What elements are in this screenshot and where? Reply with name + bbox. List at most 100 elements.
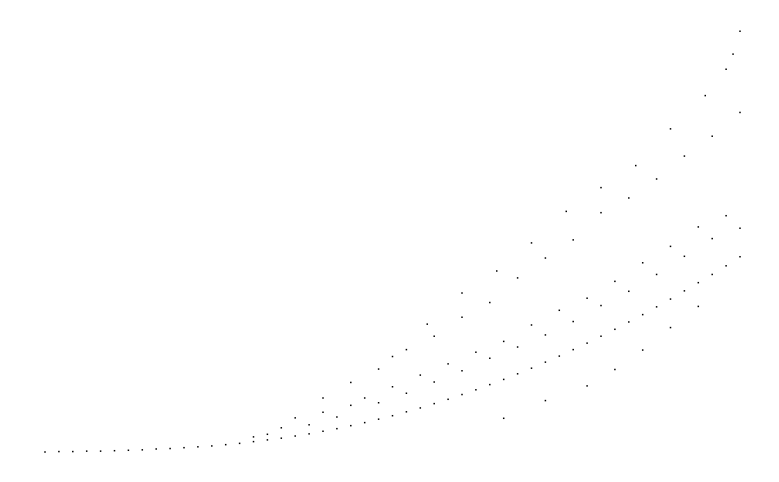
scatter-point xyxy=(405,348,408,351)
scatter-point xyxy=(141,449,144,451)
scatter-point xyxy=(516,373,519,375)
scatter-point xyxy=(266,439,269,441)
scatter-point xyxy=(489,301,491,304)
scatter-point xyxy=(72,450,74,453)
scatter-point xyxy=(433,381,435,383)
scatter-point xyxy=(641,313,644,316)
scatter-point xyxy=(641,349,644,351)
scatter-point xyxy=(350,381,352,384)
scatter-point xyxy=(155,448,157,450)
scatter-point xyxy=(433,335,435,337)
scatter-point xyxy=(739,255,741,258)
scatter-point xyxy=(544,361,547,363)
scatter-point xyxy=(391,355,394,358)
scatter-point xyxy=(614,328,616,331)
scatter-points xyxy=(44,30,741,453)
scatter-point xyxy=(530,367,533,369)
scatter-point xyxy=(461,370,463,372)
scatter-point xyxy=(322,397,324,399)
scatter-point xyxy=(669,245,672,248)
scatter-point xyxy=(419,374,422,376)
scatter-point xyxy=(565,210,567,213)
scatter-point xyxy=(238,442,241,445)
scatter-point xyxy=(558,355,561,357)
scatter-point xyxy=(572,239,574,241)
scatter-point xyxy=(502,340,505,343)
scatter-point xyxy=(308,424,310,426)
scatter-point xyxy=(586,385,588,387)
scatter-point xyxy=(252,436,255,438)
scatter-point xyxy=(308,433,310,435)
scatter-point xyxy=(544,257,547,259)
scatter-point xyxy=(697,281,700,284)
scatter-point xyxy=(530,242,533,244)
scatter-point xyxy=(739,227,741,229)
scatter-point xyxy=(363,397,366,399)
scatter-point xyxy=(377,418,380,420)
scatter-point xyxy=(322,411,324,414)
scatter-point xyxy=(350,404,352,407)
scatter-point xyxy=(294,417,296,419)
scatter-point xyxy=(739,30,741,32)
scatter-point xyxy=(447,363,449,365)
scatter-point xyxy=(350,424,352,427)
scatter-point xyxy=(669,298,672,300)
scatter-point xyxy=(628,321,630,323)
scatter-point xyxy=(655,306,658,308)
scatter-point xyxy=(322,430,324,433)
scatter-point xyxy=(544,399,547,402)
scatter-point xyxy=(336,416,338,418)
scatter-point xyxy=(614,368,616,371)
scatter-point xyxy=(628,197,630,199)
scatter-point xyxy=(683,255,686,258)
scatter-point xyxy=(683,290,686,292)
scatter-point xyxy=(363,421,366,424)
scatter-point xyxy=(600,186,602,189)
scatter-point xyxy=(447,398,449,401)
scatter-point xyxy=(391,414,394,417)
scatter-point xyxy=(600,211,602,214)
scatter-point xyxy=(641,262,644,264)
scatter-point xyxy=(475,389,477,391)
scatter-point xyxy=(58,450,60,453)
scatter-point xyxy=(697,226,700,228)
scatter-point xyxy=(461,393,463,396)
scatter-point xyxy=(496,270,498,272)
scatter-point xyxy=(502,417,505,420)
scatter-point xyxy=(544,334,547,336)
scatter-point xyxy=(280,437,283,439)
scatter-point xyxy=(586,342,588,344)
scatter-point xyxy=(725,265,727,267)
scatter-point xyxy=(252,440,255,443)
scatter-point xyxy=(461,292,463,294)
scatter-point xyxy=(635,164,637,167)
scatter-point xyxy=(711,237,713,240)
scatter-point xyxy=(711,135,713,137)
scatter-point xyxy=(572,320,574,323)
scatter-point xyxy=(669,128,672,130)
scatter-point xyxy=(600,335,602,337)
scatter-point xyxy=(113,449,116,452)
scatter-point xyxy=(628,290,630,293)
scatter-point xyxy=(377,402,380,404)
scatter-point xyxy=(600,304,602,307)
scatter-point xyxy=(655,273,658,276)
scatter-point xyxy=(266,433,269,436)
scatter-point xyxy=(405,392,408,394)
scatter-point xyxy=(586,297,588,299)
scatter-point xyxy=(711,273,713,276)
scatter-point xyxy=(697,305,700,308)
scatter-point xyxy=(280,427,283,429)
scatter-point xyxy=(614,280,616,283)
scatter-point xyxy=(44,451,46,453)
scatter-point xyxy=(85,450,88,452)
scatter-point xyxy=(558,309,561,312)
scatter-point xyxy=(739,111,741,114)
scatter-point xyxy=(489,383,491,386)
scatter-point xyxy=(294,435,296,437)
scatter-point xyxy=(433,402,435,405)
scatter-point xyxy=(377,368,380,370)
scatter-point xyxy=(336,427,338,430)
scatter-point xyxy=(516,346,519,348)
